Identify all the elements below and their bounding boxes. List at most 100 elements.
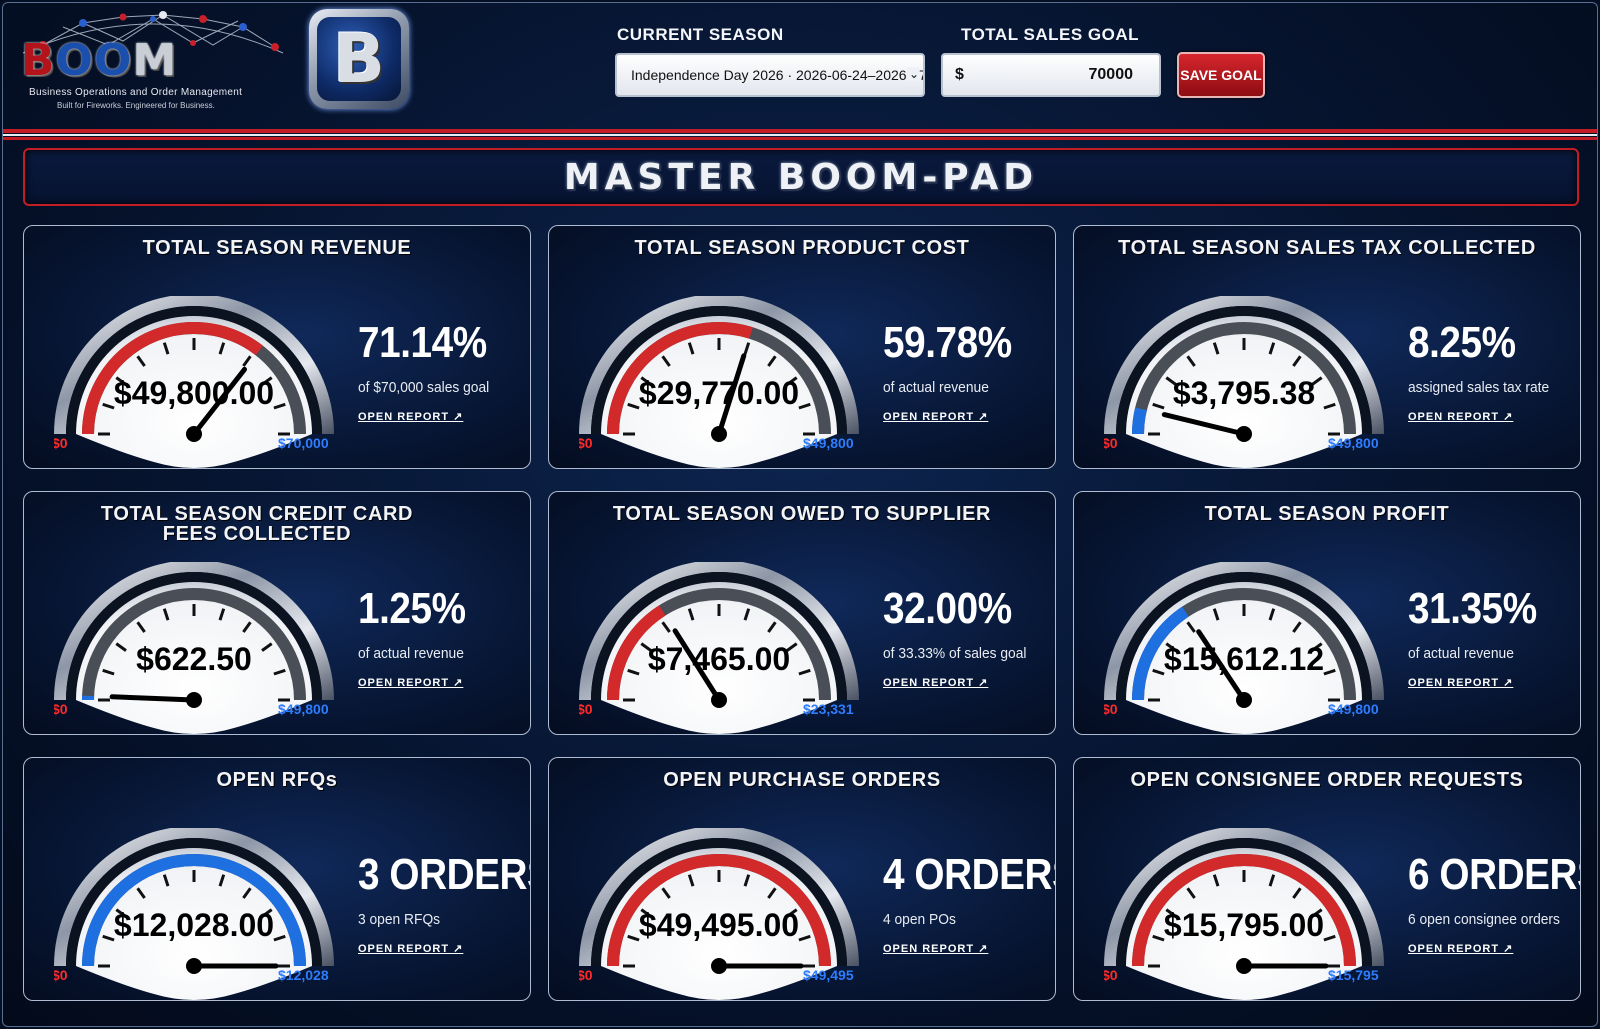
gauge-value: $7,465.00: [648, 641, 790, 677]
kpi-card-profit: TOTAL SEASON PROFIT 31.35% of actual rev…: [1073, 491, 1581, 735]
gauge-tick: [242, 887, 252, 899]
open-report-link[interactable]: OPEN REPORT ↗: [883, 411, 989, 423]
header-stripe-bottom: [3, 137, 1597, 140]
gauge-needle: [109, 694, 197, 703]
gauge: $15,795.00 $0 $15,795: [1102, 826, 1384, 1000]
gauge-tick: [218, 608, 226, 621]
gauge-min-label: $0: [579, 435, 593, 451]
gauge-tick: [1212, 342, 1220, 355]
gauge-max-label: $12,028: [278, 967, 329, 983]
gauge-fill-arc: [82, 854, 306, 967]
gauge-max-label: $23,331: [803, 701, 854, 717]
gauge-tick: [661, 887, 671, 899]
gauge-min-label: $0: [54, 435, 68, 451]
gauge: $12,028.00 $0 $12,028: [52, 826, 334, 1000]
open-report-link[interactable]: OPEN REPORT ↗: [1408, 677, 1514, 689]
gauge-hub: [711, 692, 727, 708]
gauge-tick: [1165, 376, 1177, 386]
gauge-tick: [687, 342, 695, 355]
gauge-svg: $7,465.00 $0 $23,331: [577, 560, 859, 734]
gauge: $49,495.00 $0 $49,495: [577, 826, 859, 1000]
gauge-face: [601, 848, 837, 1000]
card-title: OPEN PURCHASE ORDERS: [663, 769, 941, 791]
gauge-tick: [640, 908, 652, 918]
gauge-tick: [273, 934, 286, 942]
gauge-tick: [1292, 355, 1302, 367]
gauge-hub: [711, 426, 727, 442]
gauge-tick: [687, 608, 695, 621]
gauge-fill-arc: [607, 605, 666, 701]
page-title: MASTER BOOM-PAD: [563, 156, 1039, 198]
kpi-card-revenue: TOTAL SEASON REVENUE 71.14% of $70,000 s…: [23, 225, 531, 469]
gauge-tick: [136, 355, 146, 367]
gauge-value: $29,770.00: [639, 375, 799, 411]
sales-goal-input[interactable]: $ 70000: [941, 53, 1161, 97]
gauge-tick: [798, 934, 811, 942]
open-report-link[interactable]: OPEN REPORT ↗: [1408, 943, 1514, 955]
kpi-card-sales-tax: TOTAL SEASON SALES TAX COLLECTED 8.25% a…: [1073, 225, 1581, 469]
gauge-min-label: $0: [54, 967, 68, 983]
logo-tagline: Business Operations and Order Management: [29, 87, 243, 98]
save-goal-button[interactable]: SAVE GOAL: [1177, 52, 1265, 98]
open-report-link[interactable]: OPEN REPORT ↗: [1408, 411, 1514, 423]
logo-slogan: Built for Fireworks. Engineered for Busi…: [57, 101, 215, 110]
gauge-needle: [1161, 412, 1247, 437]
gauge: $7,465.00 $0 $23,331: [577, 560, 859, 734]
gauge-tick: [1268, 342, 1276, 355]
gauge-tick: [627, 934, 640, 942]
gauge-tick: [767, 621, 777, 633]
gauge-tick: [162, 874, 170, 887]
open-report-link[interactable]: OPEN REPORT ↗: [358, 411, 464, 423]
gauge-face: [1126, 582, 1362, 734]
gauge-tick: [1186, 887, 1196, 899]
gauge-face: [1126, 316, 1362, 468]
gauge-max-label: $70,000: [278, 435, 329, 451]
gauge-fill-arc: [1132, 407, 1147, 435]
gauge-max-label: $49,800: [1328, 435, 1379, 451]
gauge-needle: [672, 628, 722, 703]
gauge-min-label: $0: [1104, 701, 1118, 717]
gauge-tick: [798, 402, 811, 410]
gauge-tick: [218, 342, 226, 355]
b-badge-icon: B: [309, 9, 409, 109]
gauge-min-label: $0: [54, 701, 68, 717]
card-big-value: 71.14%: [358, 318, 487, 367]
gauge-face: [601, 582, 837, 734]
gauge-fill-arc: [607, 854, 831, 967]
open-report-link[interactable]: OPEN REPORT ↗: [883, 943, 989, 955]
gauge-tick: [1152, 934, 1165, 942]
gauge-hub: [1236, 958, 1252, 974]
gauge-hub: [711, 958, 727, 974]
gauge-svg: $3,795.38 $0 $49,800: [1102, 294, 1384, 468]
gauge-tick: [1212, 608, 1220, 621]
gauge-tick: [743, 608, 751, 621]
open-report-link[interactable]: OPEN REPORT ↗: [358, 677, 464, 689]
gauge-tick: [102, 934, 115, 942]
gauge-hub: [186, 426, 202, 442]
gauge-tick: [743, 874, 751, 887]
gauge-max-label: $15,795: [1328, 967, 1379, 983]
gauge: $15,612.12 $0 $49,800: [1102, 560, 1384, 734]
gauge-tick: [1152, 402, 1165, 410]
gauge-tick: [627, 668, 640, 676]
badge-letter: B: [317, 17, 401, 101]
gauge-tick: [1323, 402, 1336, 410]
gauge-tick: [1292, 887, 1302, 899]
gauge-fill-arc: [1132, 854, 1356, 967]
card-big-value: 3 ORDERS: [358, 850, 530, 899]
season-select[interactable]: Independence Day 2026 · 2026-06-24–2026-…: [615, 53, 925, 97]
gauge-tick: [115, 376, 127, 386]
gauge-tick: [1268, 874, 1276, 887]
gauge-tick: [102, 668, 115, 676]
gauge-tick: [1165, 642, 1177, 652]
gauge-tick: [1186, 621, 1196, 633]
header: BOOM Business Operations and Order Manag…: [3, 3, 1597, 129]
open-report-link[interactable]: OPEN REPORT ↗: [883, 677, 989, 689]
gauge-tick: [1268, 608, 1276, 621]
card-sub-text: 6 open consignee orders: [1408, 911, 1560, 928]
gauge-tick: [136, 887, 146, 899]
gauge-tick: [640, 376, 652, 386]
open-report-link[interactable]: OPEN REPORT ↗: [358, 943, 464, 955]
header-stripe-top: [3, 129, 1597, 133]
gauge-svg: $49,800.00 $0 $70,000: [52, 294, 334, 468]
